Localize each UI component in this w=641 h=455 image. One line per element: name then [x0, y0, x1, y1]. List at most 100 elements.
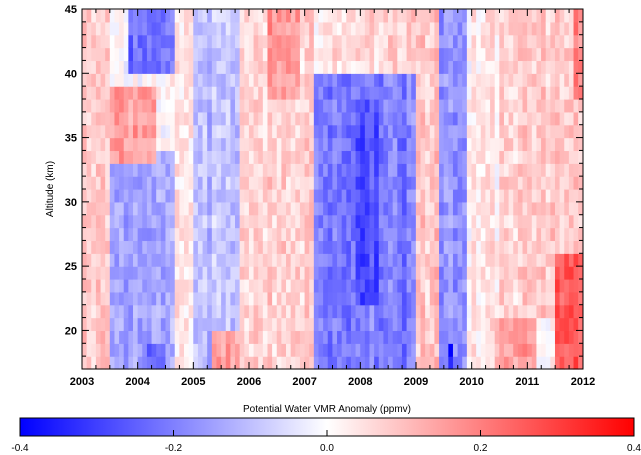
heatmap-cell: [272, 240, 278, 254]
heatmap-cell: [272, 21, 278, 36]
heatmap-cell: [133, 201, 139, 216]
heatmap-cell: [531, 111, 538, 126]
heatmap-cell: [527, 304, 533, 319]
heatmap-cell: [137, 356, 143, 370]
heatmap-cell: [401, 214, 408, 229]
heatmap-cell: [248, 111, 255, 126]
heatmap-cell: [503, 304, 510, 319]
heatmap-cell: [193, 176, 199, 190]
heatmap-cell: [105, 163, 111, 177]
heatmap-cell: [448, 60, 454, 74]
heatmap-cell: [337, 201, 343, 216]
heatmap-cell: [346, 111, 352, 126]
heatmap-cell: [114, 137, 120, 152]
heatmap-cell: [82, 266, 88, 280]
heatmap-cell: [425, 137, 431, 152]
heatmap-cell: [235, 330, 241, 344]
heatmap-cell: [258, 189, 264, 203]
heatmap-cell: [137, 47, 143, 62]
heatmap-cell: [151, 47, 157, 62]
heatmap-cell: [309, 47, 315, 62]
heatmap-cell: [415, 214, 422, 229]
heatmap-cell: [299, 266, 306, 280]
heatmap-cell: [286, 253, 292, 267]
heatmap-cell: [290, 189, 296, 203]
heatmap-cell: [119, 253, 125, 267]
heatmap-cell: [156, 227, 162, 242]
heatmap-cell: [160, 60, 167, 74]
heatmap-cell: [457, 291, 463, 306]
heatmap-cell: [550, 227, 556, 242]
heatmap-cell: [527, 291, 533, 306]
heatmap-cell: [490, 227, 496, 242]
y-tick-label: 45: [65, 4, 77, 16]
heatmap-cell: [341, 356, 347, 370]
heatmap-cell: [503, 47, 510, 62]
heatmap-cell: [91, 214, 97, 229]
heatmap-cell: [434, 356, 440, 370]
heatmap-cell: [133, 111, 139, 126]
heatmap-cell: [411, 214, 417, 229]
heatmap-cell: [86, 343, 92, 357]
heatmap-cell: [559, 47, 565, 62]
heatmap-cell: [434, 214, 440, 229]
heatmap-cell: [476, 137, 482, 152]
heatmap-cell: [369, 163, 375, 177]
heatmap-cell: [197, 34, 204, 49]
heatmap-cell: [439, 124, 445, 139]
heatmap-cell: [490, 330, 496, 344]
heatmap-cell: [304, 21, 310, 36]
heatmap-cell: [318, 137, 324, 152]
heatmap-cell: [522, 304, 528, 319]
heatmap-cell: [290, 201, 296, 216]
heatmap-cell: [513, 21, 519, 36]
heatmap-cell: [211, 356, 218, 370]
heatmap-cell: [137, 214, 143, 229]
heatmap-cell: [448, 227, 454, 242]
heatmap-cell: [253, 73, 259, 87]
heatmap-cell: [448, 279, 454, 293]
heatmap-cell: [480, 189, 487, 203]
heatmap-cell: [360, 189, 366, 203]
heatmap-cell: [119, 240, 125, 254]
heatmap-cell: [272, 317, 278, 332]
heatmap-cell: [290, 227, 296, 242]
heatmap-cell: [91, 111, 97, 126]
heatmap-cell: [434, 60, 440, 74]
heatmap-cell: [490, 21, 496, 36]
heatmap-cell: [100, 21, 106, 36]
heatmap-cell: [522, 176, 528, 190]
heatmap-cell: [151, 176, 157, 190]
heatmap-cell: [137, 317, 143, 332]
heatmap-cell: [272, 330, 278, 344]
heatmap-cell: [494, 137, 500, 152]
heatmap-cell: [114, 163, 120, 177]
heatmap-cell: [207, 111, 213, 126]
heatmap-cell: [267, 86, 273, 100]
heatmap-cell: [443, 189, 449, 203]
heatmap-cell: [536, 266, 542, 280]
heatmap-cell: [466, 330, 473, 344]
heatmap-cell: [202, 279, 208, 293]
heatmap-cell: [452, 47, 459, 62]
heatmap-cell: [267, 111, 273, 126]
heatmap-cell: [184, 356, 190, 370]
heatmap-cell: [452, 201, 459, 216]
heatmap-cell: [313, 34, 320, 49]
heatmap-cell: [554, 86, 561, 100]
heatmap-cell: [105, 73, 111, 87]
heatmap-cell: [313, 73, 320, 87]
heatmap-cell: [355, 99, 361, 113]
heatmap-cell: [235, 124, 241, 139]
heatmap-cell: [151, 9, 157, 23]
heatmap-cell: [211, 86, 218, 100]
heatmap-cell: [415, 99, 422, 113]
heatmap-cell: [91, 137, 97, 152]
heatmap-cell: [221, 317, 227, 332]
heatmap-cell: [179, 163, 185, 177]
heatmap-cell: [401, 176, 408, 190]
heatmap-cell: [517, 163, 524, 177]
heatmap-cell: [568, 343, 575, 357]
heatmap-cell: [503, 137, 510, 152]
heatmap-cell: [503, 73, 510, 87]
